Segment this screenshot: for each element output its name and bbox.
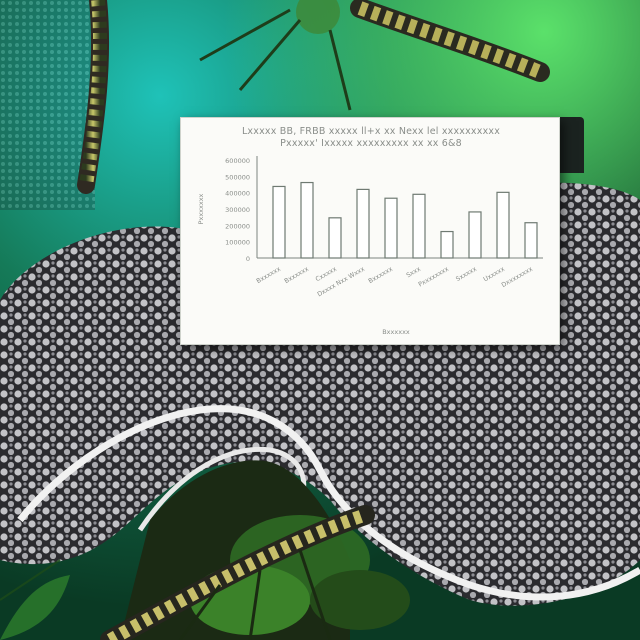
- mosquito-top-icon: [199, 0, 550, 111]
- x-tick-label: Cxxxxx: [315, 266, 339, 284]
- x-tick-label: Sxxxxx: [455, 266, 478, 284]
- x-tick-label: Dxxxx Nxx Wxxx: [316, 266, 366, 299]
- bar-chart: 0 100000 200000 300000 400000 500000 600000 Pxx…: [197, 156, 543, 336]
- chart-title-line-2: Pxxxxx' Ixxxxx xxxxxxxxx xx xx 6&8: [280, 138, 462, 149]
- larva-left-icon: [77, 0, 110, 194]
- y-tick-label: 300000: [225, 206, 250, 214]
- leaves-bottom-left: [0, 559, 70, 640]
- chart-title: Lxxxxx BB, FRBB xxxxx ll+x xx Nexx lel x…: [201, 126, 541, 150]
- bar: [440, 230, 454, 259]
- x-tick-label: Sxxx: [405, 266, 422, 280]
- y-tick-label: 100000: [225, 239, 250, 247]
- bar: [272, 185, 286, 259]
- y-axis-label: Pxxxxxxx: [197, 193, 205, 224]
- x-tick-label: Dxxxxxxxx: [500, 266, 534, 290]
- x-tick-label: Bxxxxxx: [255, 266, 282, 286]
- y-tick-label: 500000: [225, 173, 250, 181]
- bar: [524, 222, 538, 259]
- bar: [412, 193, 426, 259]
- bar: [356, 188, 370, 259]
- bar: [300, 181, 314, 259]
- bar: [384, 197, 398, 259]
- chart-title-line-1: Lxxxxx BB, FRBB xxxxx ll+x xx Nexx lel x…: [241, 126, 501, 137]
- creature-lip: [17, 405, 640, 601]
- x-tick-label: Bxxxxxx: [283, 266, 310, 286]
- bar: [328, 217, 342, 259]
- y-tick-label: 400000: [225, 190, 250, 198]
- x-axis-label: Bxxxxxx: [382, 328, 410, 336]
- mosquito-bottom-icon: [100, 505, 375, 640]
- y-tick-label: 200000: [225, 222, 250, 230]
- bar: [468, 211, 482, 259]
- chart-panel: 0 100000 200000 300000 400000 500000 600000 Pxx…: [180, 117, 560, 345]
- panel-tab: [556, 117, 584, 173]
- x-tick-label: Bxxxxxx: [367, 266, 394, 286]
- y-tick-label: 600000: [225, 157, 250, 165]
- y-tick-label: 0: [246, 255, 250, 263]
- bar: [496, 191, 510, 259]
- x-tick-label: Pxxxxxxxx: [417, 266, 450, 289]
